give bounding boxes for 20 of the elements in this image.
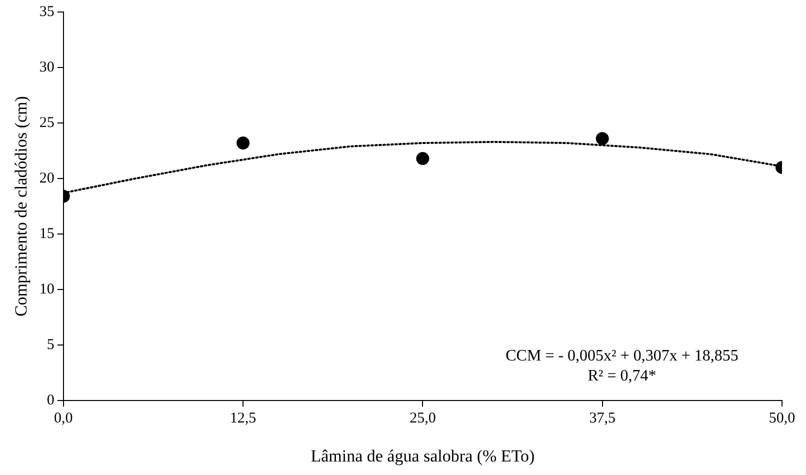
point <box>416 152 430 166</box>
x-tick-label: 50,0 <box>768 410 796 427</box>
point <box>236 136 250 150</box>
annotation: R² = 0,74* <box>588 368 656 385</box>
x-axis-title: Lâmina de água salobra (% ETo) <box>310 446 535 466</box>
point <box>596 132 609 146</box>
y-tick-label: 15 <box>39 226 54 242</box>
x-tick-label: 12,5 <box>230 410 256 427</box>
y-tick-label: 10 <box>39 282 54 298</box>
annotation: CCM = - 0,005x² + 0,307x + 18,855 <box>506 348 738 365</box>
x-tick-label: 37,5 <box>589 410 616 427</box>
x-tick-label: 0,0 <box>54 410 73 427</box>
y-axis-title: Comprimento de cladódios (cm) <box>12 96 31 317</box>
x-tick-label: 25,0 <box>410 410 436 427</box>
y-tick-label: 25 <box>39 114 54 131</box>
y-tick-label: 35 <box>39 4 54 20</box>
y-tick-label: 20 <box>39 170 54 186</box>
y-tick-label: 30 <box>39 59 54 76</box>
y-tick-label: 5 <box>46 337 54 354</box>
y-tick-label: 0 <box>46 392 54 409</box>
